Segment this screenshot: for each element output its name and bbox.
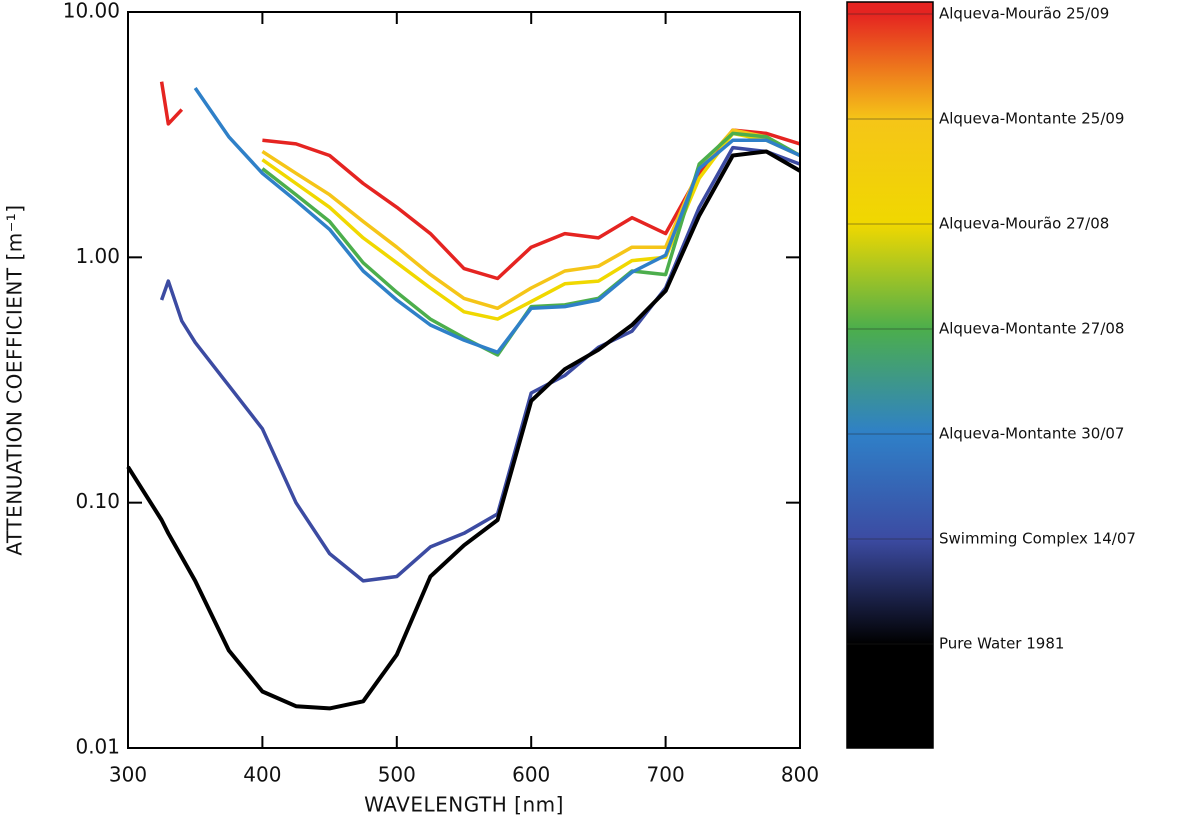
- legend-label: Alqueva-Montante 27/08: [939, 320, 1124, 338]
- colorbar: [846, 1, 934, 749]
- x-tick-label: 700: [647, 763, 685, 787]
- legend-label: Alqueva-Montante 30/07: [939, 425, 1124, 443]
- series-line: [159, 145, 801, 583]
- y-axis-title: ATTENUATION COEFFICIENT [m⁻¹]: [3, 204, 27, 555]
- y-tick-label: 0.01: [75, 735, 120, 759]
- series-line: [261, 131, 801, 321]
- series-line: [193, 87, 801, 355]
- legend-label: Alqueva-Mourão 25/09: [939, 5, 1109, 23]
- series-line: [159, 81, 801, 281]
- x-tick-label: 400: [243, 763, 281, 787]
- y-tick-label: 0.10: [75, 489, 120, 513]
- x-tick-label: 800: [781, 763, 819, 787]
- x-tick-label: 300: [109, 763, 147, 787]
- x-tick-label: 500: [378, 763, 416, 787]
- y-tick-label: 1.00: [75, 244, 120, 268]
- x-tick-label: 600: [512, 763, 550, 787]
- legend-label: Alqueva-Mourão 27/08: [939, 215, 1109, 233]
- x-axis-title: WAVELENGTH [nm]: [364, 793, 564, 817]
- legend-label: Swimming Complex 14/07: [939, 530, 1136, 548]
- legend-label: Alqueva-Montante 25/09: [939, 110, 1124, 128]
- legend-label: Pure Water 1981: [939, 635, 1064, 653]
- series-line: [126, 149, 802, 711]
- plot-frame: [127, 11, 801, 749]
- y-tick-label: 10.00: [63, 0, 120, 23]
